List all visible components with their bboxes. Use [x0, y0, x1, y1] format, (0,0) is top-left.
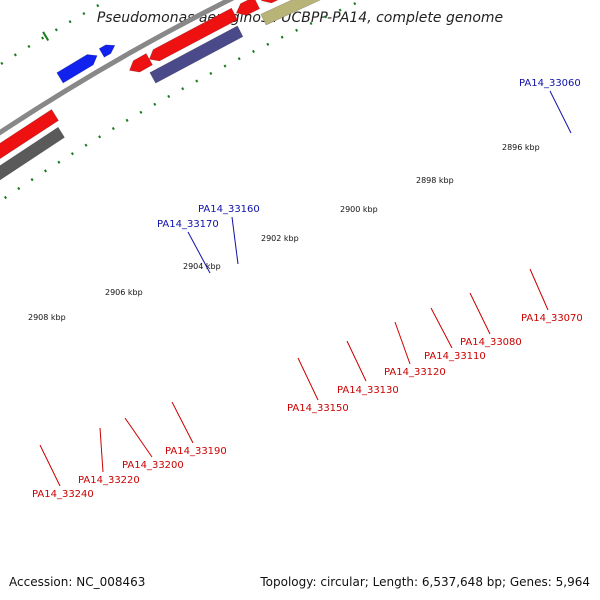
gene-leader-line	[529, 268, 549, 311]
genome-backbone	[0, 0, 235, 136]
gene-arrow-red	[129, 53, 153, 73]
scale-tick-label: 2902 kbp	[261, 234, 299, 243]
gene-label: PA14_33060	[519, 78, 581, 89]
gene-label: PA14_33080	[460, 337, 522, 348]
gene-arrow-red	[260, 0, 279, 4]
accession-text: Accession: NC_008463	[9, 575, 146, 589]
gene-label: PA14_33150	[287, 403, 349, 414]
gene-label: PA14_33110	[424, 351, 486, 362]
gene-label: PA14_33190	[165, 446, 227, 457]
gene-leader-line	[394, 321, 411, 365]
gene-label: PA14_33160	[198, 204, 260, 215]
scale-tick-label: 2896 kbp	[502, 143, 540, 152]
gene-arrow-red	[148, 7, 238, 62]
gene-arrow-red	[235, 0, 260, 16]
gene-leader-line	[297, 357, 319, 401]
scale-tick-label: 2904 kbp	[183, 262, 221, 271]
gene-label: PA14_33220	[78, 475, 140, 486]
gene-box	[149, 25, 244, 84]
scale-major-tick	[42, 31, 50, 42]
gene-label: PA14_33070	[521, 313, 583, 324]
gene-leader-line	[171, 401, 194, 444]
gene-leader-line	[187, 231, 211, 274]
gene-label: PA14_33200	[122, 460, 184, 471]
gene-box	[260, 0, 321, 26]
gene-leader-line	[231, 216, 239, 265]
gene-leader-line	[124, 417, 153, 458]
gene-box	[0, 126, 65, 181]
scale-tick-label: 2906 kbp	[105, 288, 143, 297]
gene-label: PA14_33240	[32, 489, 94, 500]
scale-tick-label: 2908 kbp	[28, 313, 66, 322]
gene-label: PA14_33130	[337, 385, 399, 396]
scale-tick-label: 2900 kbp	[340, 205, 378, 214]
gene-arrow-red	[0, 109, 59, 160]
outer-tick-track	[0, 0, 111, 67]
scale-tick-label: 2898 kbp	[416, 176, 454, 185]
gene-label: PA14_33120	[384, 367, 446, 378]
gene-leader-line	[346, 340, 367, 382]
topology-text: Topology: circular; Length: 6,537,648 bp…	[260, 575, 590, 589]
gene-leader-line	[430, 307, 453, 349]
gene-leader-line	[99, 427, 104, 473]
gene-leader-line	[39, 444, 61, 487]
gene-arrow-blue	[98, 44, 116, 58]
gene-arrow-blue	[56, 54, 98, 84]
gene-leader-line	[549, 90, 572, 134]
gene-label: PA14_33170	[157, 219, 219, 230]
gene-leader-line	[469, 292, 491, 335]
